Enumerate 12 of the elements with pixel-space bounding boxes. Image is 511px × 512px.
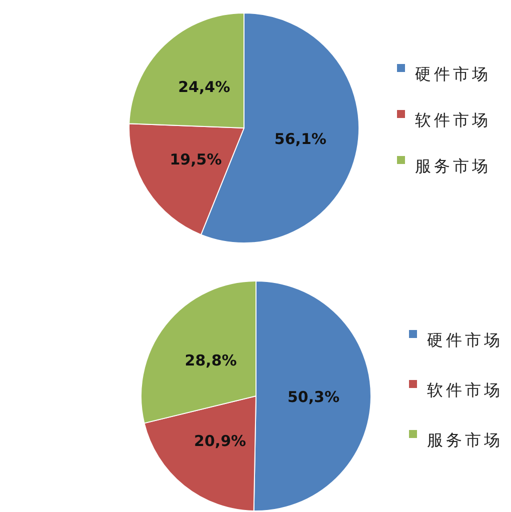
data-label: 50,3%: [287, 388, 340, 406]
legend-label: 服务市场: [415, 156, 491, 176]
data-label: 28,8%: [184, 352, 237, 370]
legend-label: 服务市场: [427, 430, 503, 450]
legend-label: 软件市场: [427, 380, 503, 400]
data-label: 56,1%: [274, 130, 326, 148]
legend-label: 硬件市场: [415, 64, 491, 84]
legend-label: 软件市场: [415, 110, 491, 130]
data-label: 20,9%: [194, 432, 246, 450]
data-label: 19,5%: [170, 150, 222, 169]
data-label: 24,4%: [178, 78, 230, 96]
legend-label: 硬件市场: [427, 330, 503, 350]
